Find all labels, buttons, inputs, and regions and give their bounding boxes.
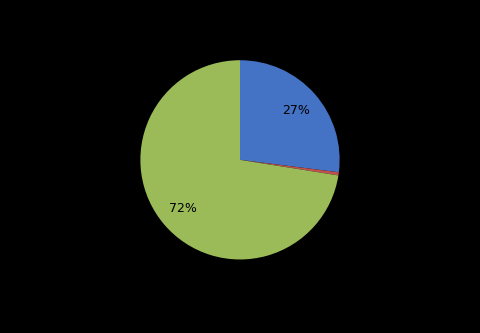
Text: 72%: 72%: [169, 202, 197, 215]
Wedge shape: [240, 60, 340, 172]
Wedge shape: [240, 160, 339, 175]
Wedge shape: [140, 60, 338, 259]
Text: 27%: 27%: [282, 104, 310, 117]
